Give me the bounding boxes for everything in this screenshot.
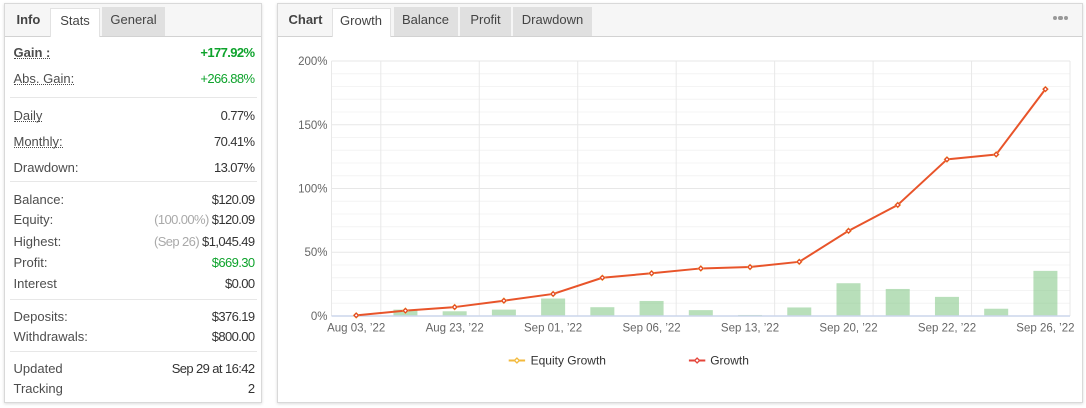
svg-text:Sep 20, ’22: Sep 20, ’22 [819, 323, 877, 335]
svg-text:150%: 150% [298, 120, 327, 132]
svg-text:100%: 100% [298, 184, 327, 196]
svg-text:Aug 23, ’22: Aug 23, ’22 [426, 323, 484, 335]
svg-text:Sep 01, ’22: Sep 01, ’22 [524, 323, 582, 335]
svg-text:Sep 22, ’22: Sep 22, ’22 [918, 323, 976, 335]
svg-text:50%: 50% [304, 247, 327, 259]
svg-text:0%: 0% [311, 311, 328, 323]
svg-text:200%: 200% [298, 56, 327, 68]
svg-text:Sep 13, ’22: Sep 13, ’22 [721, 323, 779, 335]
svg-text:Sep 06, ’22: Sep 06, ’22 [623, 323, 681, 335]
svg-text:Equity Growth: Equity Growth [531, 354, 606, 368]
svg-text:Aug 03, ’22: Aug 03, ’22 [327, 323, 385, 335]
svg-text:Sep 26, ’22: Sep 26, ’22 [1016, 323, 1074, 335]
svg-text:Growth: Growth [710, 354, 749, 368]
